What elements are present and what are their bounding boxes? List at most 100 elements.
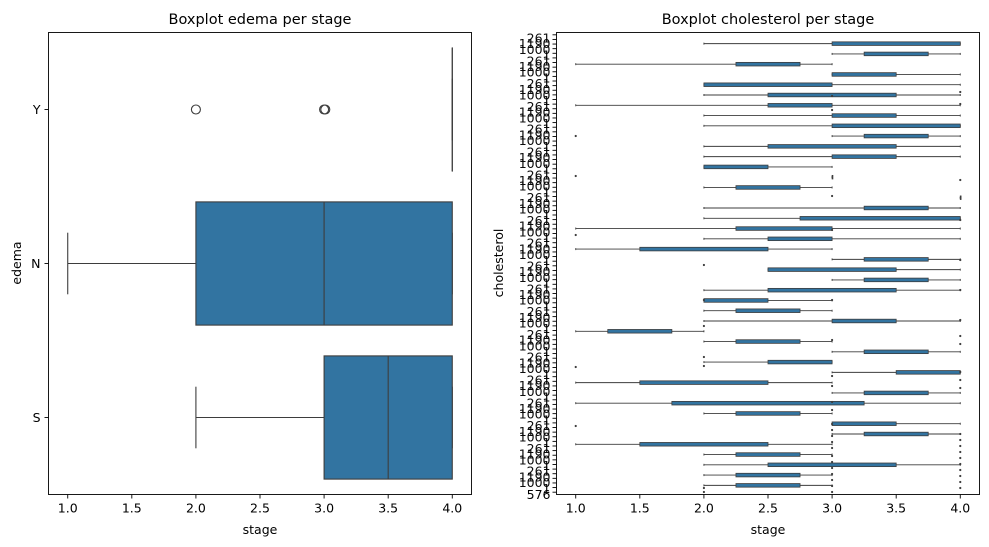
outlier-point — [574, 365, 577, 369]
y-tick-label: 1 — [543, 48, 551, 63]
y-tick-label: 261 — [527, 122, 551, 137]
outlier-point — [959, 486, 962, 490]
y-tick-label: 1 — [543, 412, 551, 427]
y-tick-label: 261 — [527, 145, 551, 160]
y-tick-label: 1190 — [519, 333, 551, 348]
outlier-point — [830, 374, 834, 378]
outlier-point — [959, 456, 962, 460]
outlier-point — [702, 486, 706, 490]
x-tick-label: 3.5 — [378, 501, 398, 516]
y-tick-label: 1 — [543, 435, 551, 450]
outlier-point — [830, 478, 834, 482]
y-tick-label: 1 — [543, 276, 551, 291]
box — [863, 431, 929, 437]
outlier-point — [959, 370, 962, 374]
box — [703, 298, 769, 303]
x-tick-label: 4.0 — [950, 501, 970, 516]
box — [639, 380, 769, 385]
box — [767, 287, 897, 293]
y-tick-label: 1190 — [519, 401, 551, 416]
box — [703, 82, 833, 87]
y-tick-label: 1000 — [519, 202, 551, 217]
outlier-point — [959, 432, 962, 436]
box — [863, 349, 929, 355]
box — [895, 370, 961, 375]
outlier-point — [830, 428, 834, 432]
box — [767, 144, 897, 149]
y-tick-label: 1000 — [519, 475, 551, 490]
y-tick-label: 1 — [543, 230, 551, 245]
outlier-point — [959, 438, 962, 442]
edema-boxes — [67, 47, 453, 480]
outlier-point — [702, 298, 706, 302]
outlier-point — [830, 460, 834, 464]
x-tick-label: 2.0 — [694, 501, 714, 516]
y-tick-label: 1 — [543, 344, 551, 359]
box — [607, 329, 673, 334]
y-tick-label: 1 — [543, 70, 551, 85]
outlier-point — [830, 446, 834, 450]
y-tick-label: 1000 — [519, 65, 551, 80]
edema-boxplot-panel: Boxplot edema per stage 1.0 1.5 2.0 2.5 3.0 3… — [9, 12, 472, 537]
box — [639, 442, 769, 447]
y-tick-label: 1000 — [519, 293, 551, 308]
y-tick-label: 1 — [543, 458, 551, 473]
y-tick-label: 1190 — [519, 355, 551, 370]
y-tick-label: N — [31, 256, 40, 271]
y-tick-label: 1000 — [519, 316, 551, 331]
y-tick-label: 261 — [527, 259, 551, 274]
y-tick-label: 261 — [527, 53, 551, 68]
x-tick-label: 2.0 — [186, 501, 206, 516]
y-tick-label: 1190 — [519, 105, 551, 120]
outlier-point — [830, 338, 834, 342]
x-tick-label: 3.5 — [886, 501, 906, 516]
y-tick-label: 1190 — [519, 219, 551, 234]
outlier-point — [574, 233, 577, 237]
outlier-point — [574, 424, 577, 428]
outlier-point — [830, 400, 834, 404]
chart-title: Boxplot edema per stage — [169, 12, 352, 28]
y-tick-label: 1190 — [519, 424, 551, 439]
box — [831, 318, 897, 324]
y-tick-label: 261 — [527, 167, 551, 182]
y-tick-label: 1000 — [519, 224, 551, 239]
box — [767, 267, 897, 272]
y-tick-label: 1 — [543, 207, 551, 222]
y-tick-label: 1 — [543, 162, 551, 177]
box — [735, 483, 801, 488]
y-tick-label: 1190 — [519, 447, 551, 462]
box — [959, 195, 962, 200]
y-tick-label: 261 — [527, 304, 551, 319]
y-tick-label: S — [33, 410, 41, 425]
x-tick-label: 3.0 — [822, 501, 842, 516]
box — [863, 277, 929, 283]
y-tick-label: 1 — [543, 481, 551, 496]
y-tick-label: Y — [32, 102, 41, 117]
y-tick-label: 1190 — [519, 287, 551, 302]
outlier-point — [959, 90, 962, 94]
x-tick-label: 4.0 — [442, 501, 462, 516]
y-tick-label: 1190 — [519, 150, 551, 165]
outlier-point — [959, 480, 962, 484]
outlier-point — [190, 104, 201, 115]
x-tick-label: 1.5 — [122, 501, 142, 516]
y-tick-label: 261 — [527, 213, 551, 228]
y-tick-label: 1190 — [519, 36, 551, 51]
cholesterol-boxplot-panel: Boxplot cholesterol per stage 1.0 1.5 2.0 2… — [491, 12, 980, 537]
outlier-point — [830, 228, 834, 232]
box — [863, 205, 929, 211]
outlier-point — [830, 94, 834, 98]
outlier-point — [959, 334, 962, 338]
box — [735, 185, 801, 190]
outlier-point — [574, 174, 577, 178]
box — [831, 113, 897, 118]
box — [863, 257, 929, 262]
y-tick-label: 1 — [543, 184, 551, 199]
y-axis-label: cholesterol — [491, 229, 506, 298]
outlier-point — [830, 466, 834, 470]
outlier-point — [574, 134, 577, 138]
y-tick-label: 1000 — [519, 110, 551, 125]
outlier-point — [702, 355, 706, 359]
plot-area-frame — [556, 32, 980, 495]
y-tick-label: 1 — [543, 253, 551, 268]
